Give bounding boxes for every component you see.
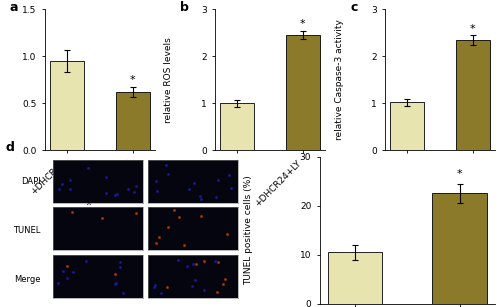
Text: *: * <box>470 24 476 34</box>
Bar <box>432 193 487 304</box>
Bar <box>220 103 254 150</box>
Text: a: a <box>10 1 18 14</box>
Text: b: b <box>180 1 189 14</box>
Bar <box>456 40 490 150</box>
Bar <box>286 35 320 150</box>
Text: TUNEL: TUNEL <box>14 226 41 235</box>
Text: *: * <box>130 75 136 84</box>
Y-axis label: relative ROS levels: relative ROS levels <box>164 37 173 123</box>
Y-axis label: relative Caspase-3 activity: relative Caspase-3 activity <box>334 19 344 140</box>
Y-axis label: TUNEL positive cells (%): TUNEL positive cells (%) <box>244 175 253 285</box>
Text: DAPI: DAPI <box>21 177 41 186</box>
Bar <box>390 103 424 150</box>
Bar <box>328 252 382 304</box>
Text: c: c <box>350 1 358 14</box>
Text: *: * <box>457 169 462 179</box>
Bar <box>50 61 84 150</box>
Y-axis label: relative SOD levels: relative SOD levels <box>0 37 4 123</box>
Text: *: * <box>300 19 306 29</box>
Bar <box>116 92 150 150</box>
Text: Merge: Merge <box>14 275 41 284</box>
Text: d: d <box>6 141 14 154</box>
